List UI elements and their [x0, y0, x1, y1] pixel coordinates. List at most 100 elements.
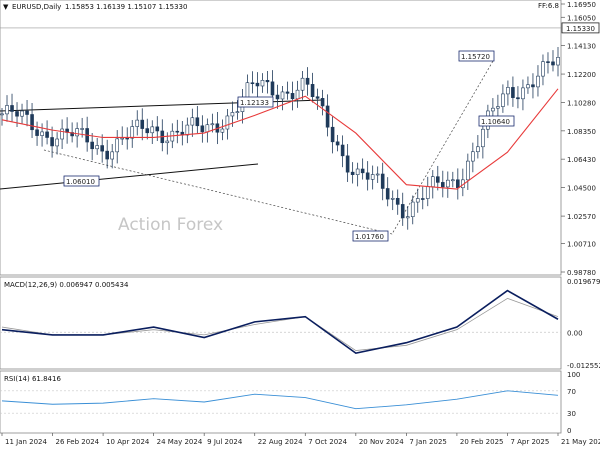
upper-trendline: [0, 99, 323, 112]
level-annotation-box: [237, 96, 274, 108]
candle-body: [285, 91, 290, 94]
candle-body: [526, 84, 530, 89]
ma-layer: [1, 88, 559, 190]
candle-body: [185, 124, 190, 136]
candle-body: [190, 117, 195, 126]
level-annotation-label: 1.01760: [355, 233, 384, 241]
candle-body: [506, 87, 510, 95]
candle-body: [120, 137, 125, 140]
price-tick-label: 1.00710: [567, 241, 596, 249]
candle-body: [125, 137, 130, 140]
date-tick-label: 22 Aug 2024: [258, 438, 303, 446]
candle-body: [45, 131, 49, 138]
date-tick-label: 24 May 2024: [157, 438, 203, 446]
candle-body: [365, 172, 370, 180]
candle-body: [250, 82, 255, 85]
candle-body: [305, 77, 310, 85]
price-tick-label: 1.04500: [567, 185, 596, 193]
candle-body: [330, 126, 335, 143]
price-tick-label: 1.14130: [567, 43, 596, 51]
price-tick-label: 1.10280: [567, 99, 596, 107]
date-tick-label: 7 Apr 2025: [510, 438, 549, 446]
candle-body: [230, 112, 235, 117]
candle-body: [551, 61, 555, 66]
date-tick-label: 21 May 2025: [561, 438, 600, 446]
symbol-menu-icon[interactable]: ▼: [3, 3, 9, 11]
candle-body: [275, 94, 280, 100]
candle-body: [210, 123, 215, 126]
rsi-panel-frame: [0, 370, 562, 434]
candle-body: [300, 77, 305, 91]
moving-average-line: [1, 88, 559, 190]
candles-layer: [0, 47, 560, 230]
candle-body: [235, 111, 240, 113]
candle-body: [521, 87, 525, 100]
rsi-tick-label: 70: [567, 388, 576, 396]
candle-body: [496, 106, 500, 109]
candle-body: [345, 155, 350, 173]
candle-body: [295, 89, 300, 100]
candle-body: [415, 198, 420, 203]
candle-body: [440, 182, 445, 188]
candle-body: [90, 141, 94, 150]
candle-body: [395, 197, 400, 205]
candle-body: [130, 126, 135, 139]
candle-body: [481, 128, 485, 148]
candle-body: [405, 216, 410, 219]
macd-line: [1, 289, 559, 354]
candle-body: [110, 151, 114, 160]
candle-body: [225, 115, 230, 130]
candle-body: [35, 129, 39, 136]
date-tick-label: 9 Jul 2024: [207, 438, 243, 446]
level-annotation-label: 1.06010: [66, 178, 95, 186]
date-tick-label: 7 Jan 2025: [409, 438, 447, 446]
candle-body: [516, 97, 520, 100]
candle-body: [255, 82, 260, 87]
ohlc-readout: 1.15853 1.16139 1.15107 1.15330: [65, 3, 187, 11]
candle-body: [140, 119, 145, 129]
candle-body: [385, 188, 390, 200]
level-annotation-label: 1.12133: [240, 99, 269, 107]
candle-body: [320, 98, 325, 107]
level-annotation-label: 1.10640: [481, 118, 510, 126]
zigzag-dashed: [43, 60, 494, 235]
date-tick-label: 20 Nov 2024: [359, 438, 404, 446]
candle-body: [541, 61, 545, 77]
top-right-label: FF:6.8: [538, 2, 559, 10]
candle-body: [390, 197, 395, 200]
price-tick-label: 1.12200: [567, 71, 596, 79]
price-tick-label: 0.98780: [567, 269, 596, 277]
candle-body: [350, 171, 355, 175]
candle-body: [150, 126, 155, 134]
macd-label: MACD(12,26,9) 0.006947 0.005434: [4, 281, 129, 289]
date-axis: 11 Jan 2024 26 Feb 2024 10 Apr 2024 24 May …: [1, 433, 600, 446]
candle-body: [556, 57, 560, 66]
current-price-box: [561, 22, 600, 34]
candle-body: [260, 79, 265, 87]
candle-body: [270, 81, 275, 96]
macd-tick-label: -0.012552: [567, 362, 600, 370]
macd-layer: [0, 289, 561, 354]
level-annotation-box: [478, 115, 515, 127]
date-tick-label: 11 Jan 2024: [5, 438, 48, 446]
candle-body: [100, 145, 104, 152]
candle-body: [536, 75, 540, 88]
candle-body: [430, 176, 435, 187]
candle-body: [501, 93, 505, 107]
macd-tick-label: 0.00: [567, 329, 583, 337]
price-tick-label: 1.06430: [567, 156, 596, 164]
date-tick-label: 10 Apr 2024: [106, 438, 150, 446]
candle-body: [25, 110, 29, 115]
candle-body: [280, 91, 285, 100]
rsi-line: [1, 390, 559, 410]
candle-body: [531, 84, 535, 88]
candle-body: [375, 173, 380, 176]
symbol-title: EURUSD,Daily: [12, 3, 61, 11]
candle-body: [451, 179, 455, 182]
candle-body: [491, 107, 495, 112]
candle-body: [155, 126, 160, 132]
candle-body: [165, 140, 170, 144]
watermark-text: Action Forex: [118, 215, 223, 235]
candle-body: [195, 117, 200, 127]
